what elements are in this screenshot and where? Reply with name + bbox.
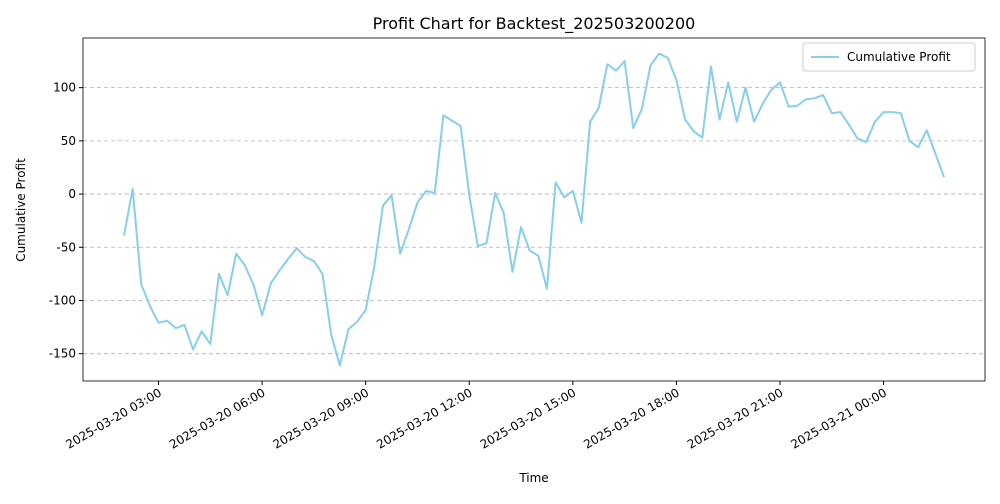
y-tick-label: -150	[49, 347, 76, 361]
y-tick-label: -100	[49, 293, 76, 307]
legend-box	[802, 42, 976, 72]
legend-label: Cumulative Profit	[847, 50, 951, 64]
plot-frame	[82, 37, 986, 382]
y-tick-label: -50	[56, 240, 76, 254]
x-axis-label: Time	[518, 471, 548, 485]
y-axis-label: Cumulative Profit	[14, 158, 28, 262]
legend: Cumulative Profit	[802, 42, 976, 72]
chart-title: Profit Chart for Backtest_202503200200	[373, 14, 696, 34]
y-tick-label: 100	[53, 81, 76, 95]
y-tick-label: 50	[61, 134, 76, 148]
data-line	[123, 52, 945, 367]
y-tick-label: 0	[68, 187, 76, 201]
